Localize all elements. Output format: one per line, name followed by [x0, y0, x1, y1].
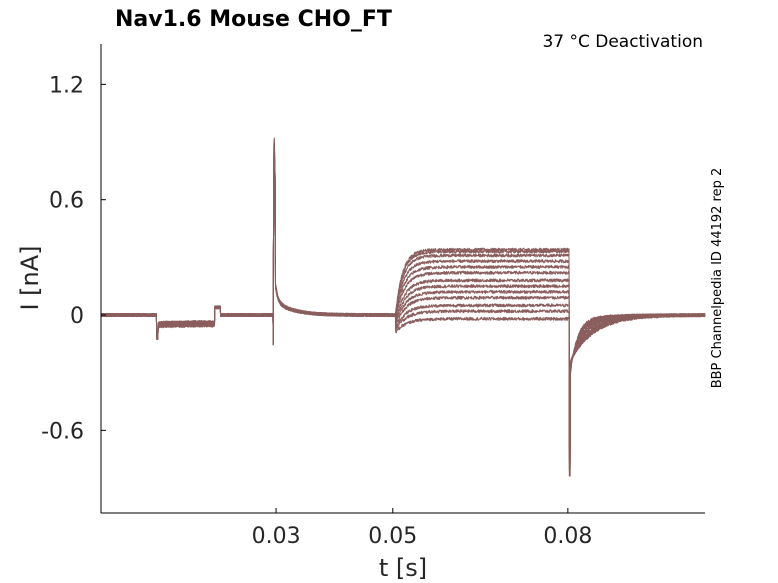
trace-line — [100, 142, 706, 459]
x-ticks: 0.03 0.05 0.08 — [252, 508, 592, 549]
trace-line — [100, 142, 706, 450]
chart-annotation: 37 °C Deactivation — [542, 32, 703, 52]
side-label: BBP Channelpedia ID 44192 rep 2 — [710, 168, 725, 389]
x-tick-label: 0.03 — [252, 524, 301, 549]
y-ticks: 1.2 0.6 0 -0.6 — [41, 73, 106, 444]
x-tick-label: 0.05 — [368, 524, 417, 549]
y-tick-label: 0 — [70, 304, 84, 329]
y-axis-title: I [nA] — [16, 245, 44, 310]
chart-title: Nav1.6 Mouse CHO_FT — [115, 7, 392, 32]
trace-line — [100, 142, 706, 452]
trace-line — [100, 140, 706, 448]
trace-line — [100, 137, 706, 438]
trace-line — [100, 140, 706, 477]
y-tick-label: 1.2 — [49, 73, 84, 98]
y-tick-label: 0.6 — [49, 189, 84, 214]
y-tick-label: -0.6 — [41, 419, 84, 444]
x-axis-title: t [s] — [379, 554, 427, 582]
trace-line — [100, 139, 706, 440]
trace-group — [100, 137, 706, 477]
x-tick-label: 0.08 — [543, 524, 592, 549]
